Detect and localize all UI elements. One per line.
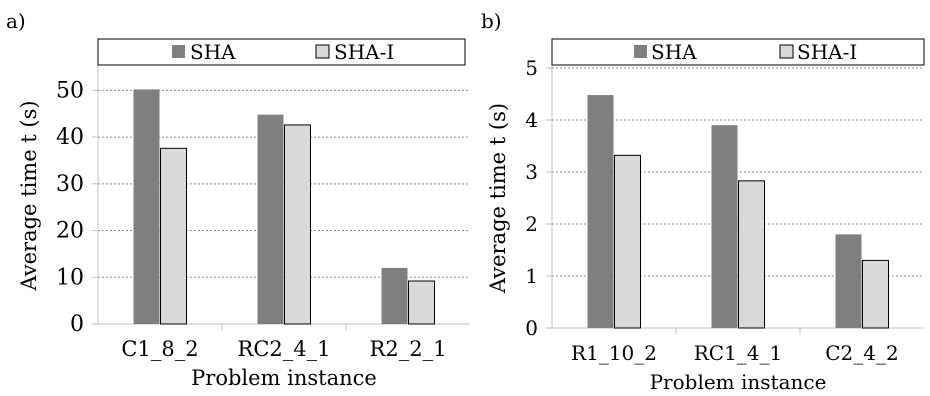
bar-sha-i-rc2_4_1 bbox=[284, 124, 311, 325]
y-tick-label: 20 bbox=[56, 219, 84, 244]
y-tick-label: 5 bbox=[525, 56, 538, 80]
bar-sha-i-r1_10_2 bbox=[614, 154, 641, 329]
panel-label: a) bbox=[6, 9, 26, 33]
category-label: R2_2_1 bbox=[370, 337, 447, 361]
bar-sha-r2_2_1 bbox=[381, 267, 408, 324]
x-axis-label: Problem instance bbox=[191, 366, 377, 390]
category-label: C1_8_2 bbox=[121, 337, 198, 361]
legend-box bbox=[97, 38, 466, 66]
category-label: RC2_4_1 bbox=[238, 337, 331, 361]
legend-swatch-sha-i bbox=[315, 44, 330, 59]
y-tick-label: 1 bbox=[525, 264, 538, 288]
bar-sha-c2_4_2 bbox=[835, 234, 862, 328]
y-tick-label: 0 bbox=[70, 312, 84, 337]
legend-label-sha-i: SHA-I bbox=[797, 40, 857, 64]
bar-sha-i-c2_4_2 bbox=[862, 259, 889, 329]
legend-swatch-sha bbox=[172, 45, 185, 58]
y-tick-label: 30 bbox=[56, 172, 84, 197]
category-label: R1_10_2 bbox=[571, 341, 657, 365]
category-label: C2_4_2 bbox=[825, 341, 898, 365]
legend-label-sha-i: SHA-I bbox=[334, 40, 394, 64]
y-axis-label: Average time t (s) bbox=[486, 103, 510, 294]
category-label: RC1_4_1 bbox=[694, 341, 783, 365]
legend: SHA SHA-I bbox=[97, 38, 466, 66]
y-tick-label: 10 bbox=[56, 265, 84, 290]
x-axis-label: Problem instance bbox=[650, 370, 827, 394]
bar-sha-c1_8_2 bbox=[133, 89, 160, 324]
bar-sha-i-rc1_4_1 bbox=[738, 180, 765, 329]
bar-sha-i-r2_2_1 bbox=[408, 280, 435, 325]
bar-sha-i-c1_8_2 bbox=[160, 147, 187, 325]
chart-panel-a: a) 0 10 20 30 40 50 C1_8_2 RC2_4_1 R2_2_1 Problem … bbox=[6, 9, 470, 390]
legend-label-sha: SHA bbox=[651, 40, 697, 64]
y-tick-label: 0 bbox=[525, 316, 538, 340]
legend-swatch-sha-i bbox=[779, 44, 794, 59]
y-tick-label: 50 bbox=[56, 78, 84, 103]
chart-panel-b: b) 0 1 2 3 4 5 R1_10_2 RC1_4_1 C2_4_2 Problem inst… bbox=[481, 9, 925, 394]
bar-sha-r1_10_2 bbox=[587, 95, 614, 328]
y-tick-label: 3 bbox=[525, 160, 538, 184]
y-tick-label: 40 bbox=[56, 125, 84, 150]
y-axis-label: Average time t (s) bbox=[17, 100, 41, 291]
y-tick-label: 2 bbox=[525, 212, 538, 236]
legend-box bbox=[551, 38, 925, 66]
legend: SHA SHA-I bbox=[551, 38, 925, 66]
panel-label: b) bbox=[481, 9, 502, 33]
legend-label-sha: SHA bbox=[190, 40, 236, 64]
bar-sha-rc2_4_1 bbox=[257, 114, 284, 324]
y-tick-label: 4 bbox=[525, 108, 538, 132]
bar-sha-rc1_4_1 bbox=[711, 125, 738, 328]
legend-swatch-sha bbox=[634, 45, 647, 58]
